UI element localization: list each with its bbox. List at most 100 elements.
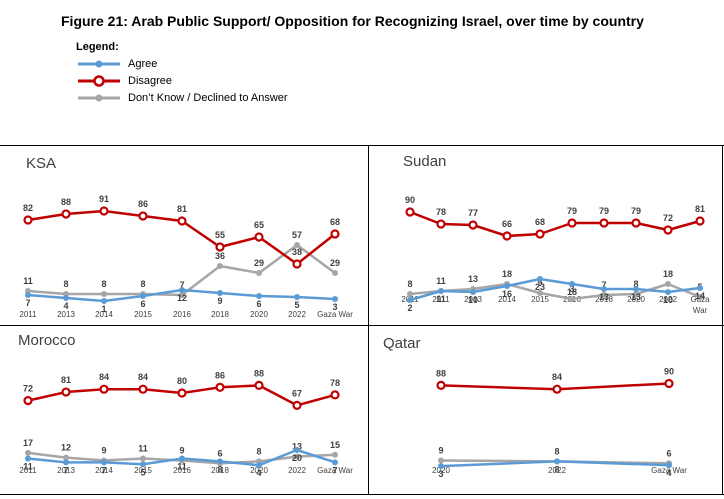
chart-morocco-dont-know-point [63, 454, 69, 461]
legend-swatch-disagree [78, 74, 120, 87]
chart-morocco-dont-know-data-label: 15 [330, 440, 340, 450]
chart-ksa-agree-data-label: 6 [140, 299, 145, 309]
chart-ksa-tick-label: 2014 [95, 310, 113, 319]
chart-morocco-disagree-point [330, 390, 340, 400]
chart-qatar-dont-know-data-label: 9 [438, 445, 443, 455]
chart-qatar-agree-data-label: 4 [666, 468, 671, 478]
chart-ksa-disagree-point [138, 211, 148, 221]
chart-ksa-tick-label: 2016 [173, 310, 191, 319]
chart-ksa-agree-point [140, 293, 146, 299]
chart-morocco-agree-point [101, 459, 107, 466]
chart-ksa-dont-know-data-label: 8 [140, 279, 145, 289]
panel-border-right [722, 145, 723, 495]
chart-ksa-dont-know-data-label: 11 [23, 276, 33, 286]
chart-qatar-agree-point [666, 462, 672, 469]
chart-sudan-agree-data-label: 10 [468, 295, 478, 305]
chart-morocco-disagree-data-label: 84 [138, 372, 148, 382]
chart-ksa-disagree-point [177, 216, 187, 226]
chart-ksa-agree-point [294, 294, 300, 300]
chart-sudan-disagree-data-label: 90 [405, 195, 415, 205]
chart-morocco-dont-know-data-label: 12 [61, 443, 71, 453]
chart-ksa-disagree-data-label: 82 [23, 203, 33, 213]
chart-sudan-disagree-point [502, 231, 512, 241]
chart-sudan-disagree-line [409, 210, 701, 238]
chart-ksa-dont-know-point [179, 292, 185, 298]
chart-ksa-tick-label: 2018 [211, 310, 229, 319]
chart-sudan-tick-label: 2013 [464, 295, 482, 304]
chart-sudan-disagree-data-label: 79 [567, 206, 577, 216]
chart-qatar-disagree-data-label: 88 [436, 368, 446, 378]
chart-qatar-agree-point [438, 463, 444, 470]
chart-morocco-disagree-data-label: 80 [177, 376, 187, 386]
chart-sudan-disagree-point [405, 207, 415, 217]
chart-morocco-disagree-data-label: 84 [99, 372, 109, 382]
chart-ksa-agree-point [63, 295, 69, 301]
chart-morocco-agree-data-label: 7 [332, 465, 337, 475]
chart-morocco-disagree-point [292, 400, 302, 410]
chart-sudan-disagree-point [535, 229, 545, 239]
chart-morocco-tick-label: 2011 [19, 466, 37, 475]
chart-qatar-tick-label: 2020 [432, 466, 450, 475]
chart-qatar-title: Qatar [383, 335, 421, 352]
chart-morocco-dont-know-data-label: 9 [101, 445, 106, 455]
chart-morocco-agree-point [63, 459, 69, 466]
legend-swatch-dont-know [78, 94, 120, 101]
chart-qatar-agree-data-label: 8 [554, 464, 559, 474]
chart-morocco-dont-know-data-label: 11 [138, 444, 148, 454]
chart-qatar-dont-know-data-label: 6 [666, 448, 671, 458]
chart-sudan-disagree-data-label: 79 [631, 206, 641, 216]
chart-sudan-tick-label: 2018 [595, 295, 613, 304]
chart-sudan-disagree-point [599, 218, 609, 228]
chart-sudan-agree-line [409, 277, 701, 302]
chart-morocco-disagree-point [61, 387, 71, 397]
chart-ksa-disagree-data-label: 68 [330, 217, 340, 227]
chart-sudan-agree-point [470, 289, 476, 295]
chart-sudan-dont-know-line [409, 282, 701, 301]
chart-morocco-agree-point [256, 462, 262, 469]
chart-ksa-dont-know-data-label: 29 [254, 258, 264, 268]
chart-morocco-disagree-point [138, 384, 148, 394]
chart-ksa-dont-know-point [294, 242, 300, 248]
chart-morocco-tick-label: 2014 [95, 466, 113, 475]
chart-morocco-agree-point [179, 455, 185, 462]
chart-sudan-agree-point [407, 297, 413, 303]
chart-ksa-dont-know-data-label: 36 [215, 251, 225, 261]
chart-morocco-dont-know-point [140, 455, 146, 462]
chart-morocco-agree-point [25, 455, 31, 462]
chart-ksa-agree-point [101, 298, 107, 304]
chart-morocco-tick-label: 2016 [173, 466, 191, 475]
chart-sudan-dont-know-point [665, 281, 671, 287]
legend-label-dont-know: Don’t Know / Declined to Answer [128, 91, 288, 104]
chart-sudan-dont-know-data-label: 3 [569, 284, 574, 294]
chart-sudan-dont-know-point [407, 291, 413, 297]
panel-border-mid [0, 325, 724, 326]
chart-morocco-dont-know-point [294, 453, 300, 460]
chart-sudan-dont-know-point [697, 294, 703, 300]
chart-sudan-dont-know-data-label: 18 [663, 269, 673, 279]
chart-morocco-tick-label: 2015 [134, 466, 152, 475]
chart-ksa-agree-data-label: 1 [101, 304, 106, 314]
chart-sudan-agree-point [665, 289, 671, 295]
chart-ksa-dont-know-data-label: 8 [63, 279, 68, 289]
chart-ksa-disagree-data-label: 81 [177, 204, 187, 214]
chart-ksa-agree-data-label: 3 [332, 302, 337, 312]
chart-ksa-tick-label: 2015 [134, 310, 152, 319]
chart-sudan-dont-know-point [633, 291, 639, 297]
chart-ksa-agree-point [179, 287, 185, 293]
chart-sudan-disagree-data-label: 78 [436, 207, 446, 217]
chart-qatar-tick-label: 2022 [548, 466, 566, 475]
legend: Legend: Agree Disagree Don’t Know / Decl… [76, 41, 288, 106]
chart-morocco-agree-data-label: 20 [292, 453, 302, 463]
chart-sudan-tick-label: 2020 [627, 295, 645, 304]
chart-sudan-agree-point [438, 288, 444, 294]
chart-ksa-agree-data-label: 9 [217, 296, 222, 306]
chart-ksa-agree-point [25, 292, 31, 298]
chart-morocco-disagree-point [99, 384, 109, 394]
chart-sudan-disagree-point [567, 218, 577, 228]
chart-sudan-agree-data-label: 2 [407, 303, 412, 313]
chart-sudan-disagree-data-label: 79 [599, 206, 609, 216]
chart-ksa-disagree-point [61, 209, 71, 219]
chart-sudan-dont-know-data-label: 8 [633, 279, 638, 289]
chart-sudan-dont-know-data-label: 11 [436, 276, 446, 286]
panel-border-top [0, 145, 724, 146]
